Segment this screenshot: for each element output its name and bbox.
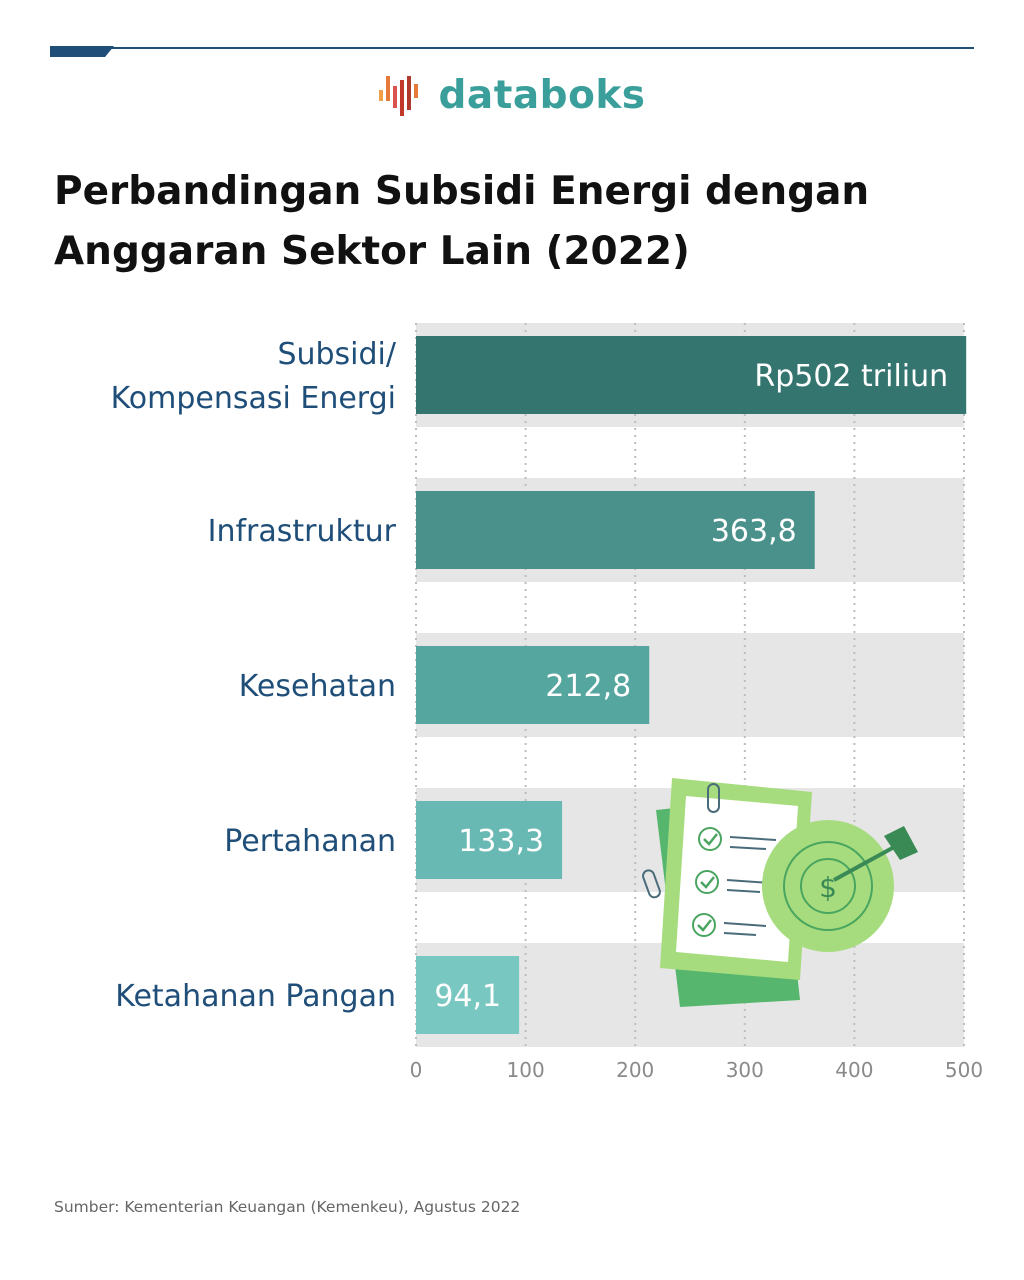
category-labels: Subsidi/Kompensasi Energi Infrastruktur Ke… [111, 337, 397, 1014]
header-rule-accent [50, 46, 114, 57]
svg-text:$: $ [819, 871, 837, 904]
bars: Rp502 triliun 363,8 212,8 133,3 94,1 [416, 336, 967, 1034]
chart-title: Perbandingan Subsidi Energi dengan Angga… [54, 169, 870, 274]
x-tick-label: 100 [507, 1058, 545, 1082]
bar-value-label: 363,8 [711, 514, 797, 549]
brand-name: databoks [438, 72, 646, 118]
bar [416, 646, 650, 724]
bar-chart: Rp502 triliun 363,8 212,8 133,3 94,1 0 100 200… [111, 323, 983, 1082]
bar [416, 336, 967, 414]
x-axis-ticks: 0 100 200 300 400 500 [410, 1058, 983, 1082]
bar [416, 491, 815, 569]
category-label: Infrastruktur [208, 514, 397, 549]
x-tick-label: 500 [945, 1058, 983, 1082]
bar-value-label: Rp502 triliun [754, 359, 948, 394]
x-tick-label: 300 [726, 1058, 764, 1082]
header-rule [50, 47, 974, 49]
x-tick-label: 0 [410, 1058, 423, 1082]
bar-value-label: 212,8 [545, 669, 631, 704]
checklist-target-dollar-icon: $ [642, 778, 918, 1007]
category-label: Pertahanan [224, 824, 396, 859]
bar [416, 801, 563, 879]
x-tick-label: 400 [835, 1058, 873, 1082]
databoks-logo-icon [379, 76, 419, 116]
gridlines [415, 323, 965, 1046]
bar [416, 956, 520, 1034]
category-label: Ketahanan Pangan [115, 979, 396, 1014]
category-label: Kesehatan [239, 669, 396, 704]
source-note: Sumber: Kementerian Keuangan (Kemenkeu),… [54, 1198, 521, 1216]
x-tick-label: 200 [616, 1058, 654, 1082]
bar-value-label: 94,1 [434, 979, 501, 1014]
brand-logo: databoks [0, 72, 1024, 118]
category-label: Subsidi/ [277, 337, 396, 372]
bar-value-label: 133,3 [458, 824, 544, 859]
category-label: Kompensasi Energi [111, 381, 396, 416]
